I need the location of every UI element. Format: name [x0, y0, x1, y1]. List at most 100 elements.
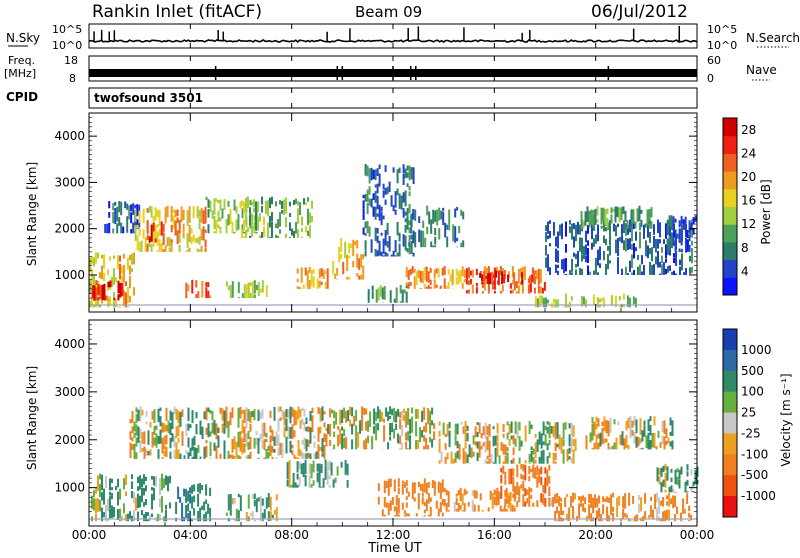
- heatmap-cell: [691, 248, 693, 263]
- heatmap-cell: [538, 469, 540, 483]
- heatmap-cell: [314, 436, 316, 439]
- heatmap-cell: [245, 214, 247, 225]
- heatmap-cell: [250, 513, 252, 516]
- heatmap-cell: [165, 245, 167, 252]
- heatmap-cell: [205, 230, 207, 233]
- heatmap-cell: [406, 292, 408, 303]
- heatmap-cell: [561, 259, 563, 269]
- heatmap-cell: [307, 231, 309, 236]
- heatmap-cell: [141, 479, 143, 488]
- heatmap-cell: [112, 203, 114, 210]
- heatmap-cell: [555, 462, 557, 464]
- heatmap-cell: [514, 486, 516, 499]
- heatmap-cell: [434, 237, 436, 245]
- heatmap-cell: [224, 456, 226, 459]
- heatmap-cell: [371, 168, 373, 181]
- heatmap-cell: [598, 418, 600, 426]
- heatmap-cell: [675, 492, 677, 493]
- heatmap-cell: [404, 515, 406, 516]
- heatmap-cell: [210, 442, 212, 457]
- heatmap-cell: [475, 441, 477, 445]
- heatmap-cell: [168, 421, 170, 434]
- heatmap-cell: [120, 202, 122, 216]
- heatmap-cell: [308, 426, 310, 432]
- heatmap-cell: [666, 501, 668, 505]
- heatmap-cell: [654, 416, 656, 425]
- heatmap-cell: [351, 439, 353, 449]
- heatmap-cell: [178, 449, 180, 459]
- heatmap-cell: [190, 448, 192, 457]
- heatmap-cell: [633, 209, 635, 224]
- heatmap-cell: [232, 407, 234, 411]
- heatmap-cell: [424, 273, 426, 280]
- heatmap-cell: [301, 267, 303, 283]
- heatmap-cell: [627, 239, 629, 250]
- heatmap-cell: [424, 267, 426, 273]
- heatmap-cell: [163, 233, 165, 243]
- heatmap-cell: [238, 417, 240, 428]
- heatmap-cell: [409, 435, 411, 449]
- heatmap-cell: [244, 444, 246, 453]
- heatmap-cell: [512, 468, 514, 476]
- beam-title: Beam 09: [355, 3, 422, 21]
- heatmap-cell: [144, 447, 146, 459]
- heatmap-cell: [164, 451, 166, 456]
- heatmap-cell: [532, 503, 534, 507]
- heatmap-cell: [240, 436, 242, 451]
- heatmap-cell: [687, 230, 689, 238]
- heatmap-cell: [347, 410, 349, 421]
- heatmap-cell: [352, 240, 354, 257]
- heatmap-cell: [592, 417, 594, 424]
- heatmap-cell: [245, 198, 247, 213]
- heatmap-cell: [514, 506, 516, 507]
- heatmap-cell: [640, 448, 642, 449]
- heatmap-cell: [379, 173, 381, 186]
- heatmap-cell: [329, 408, 331, 417]
- heatmap-cell: [232, 281, 234, 298]
- heatmap-cell: [575, 264, 577, 268]
- heatmap-cell: [289, 202, 291, 207]
- heatmap-cell: [162, 457, 164, 459]
- heatmap-cell: [363, 209, 365, 220]
- heatmap-cell: [272, 457, 274, 459]
- power-colorbar-segment: [723, 153, 737, 171]
- heatmap-cell: [276, 494, 278, 500]
- heatmap-cell: [304, 437, 306, 449]
- heatmap-cell: [607, 209, 609, 215]
- heatmap-cell: [383, 190, 385, 198]
- heatmap-cell: [369, 186, 371, 194]
- heatmap-cell: [596, 417, 598, 423]
- heatmap-cell: [222, 209, 224, 219]
- heatmap-cell: [405, 212, 407, 216]
- heatmap-cell: [518, 486, 520, 496]
- heatmap-cell: [651, 221, 653, 228]
- heatmap-cell: [195, 238, 197, 244]
- heatmap-cell: [99, 500, 101, 505]
- heatmap-cell: [290, 407, 292, 424]
- heatmap-cell: [264, 458, 266, 459]
- heatmap-cell: [208, 408, 210, 413]
- heatmap-cell: [445, 457, 447, 464]
- heatmap-cell: [152, 432, 154, 448]
- heatmap-cell: [261, 232, 263, 238]
- heatmap-cell: [303, 284, 305, 289]
- heatmap-cell: [510, 283, 512, 289]
- heatmap-cell: [593, 271, 595, 275]
- heatmap-cell: [641, 272, 643, 276]
- heatmap-cell: [572, 506, 574, 519]
- heatmap-cell: [345, 411, 347, 423]
- heatmap-cell: [360, 275, 362, 280]
- heatmap-cell: [597, 306, 599, 307]
- heatmap-cell: [429, 411, 431, 422]
- heatmap-cell: [358, 276, 360, 280]
- heatmap-cell: [398, 498, 400, 513]
- heatmap-cell: [189, 248, 191, 252]
- heatmap-cell: [689, 245, 691, 252]
- heatmap-cell: [385, 408, 387, 417]
- heatmap-cell: [558, 496, 560, 506]
- heatmap-cell: [501, 271, 503, 284]
- heatmap-cell: [189, 225, 191, 242]
- heatmap-cell: [414, 276, 416, 289]
- heatmap-cell: [688, 513, 690, 518]
- heatmap-cell: [200, 421, 202, 435]
